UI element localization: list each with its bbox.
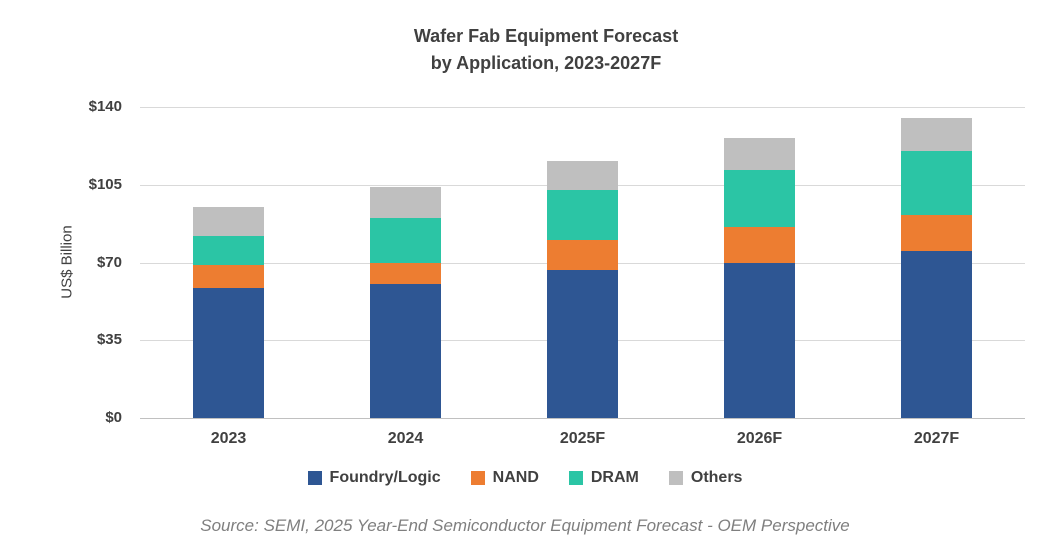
plot-area: [140, 107, 1025, 419]
legend-item-dram: DRAM: [568, 469, 639, 487]
bar-stack-2024: [370, 187, 441, 418]
chart-title: Wafer Fab Equipment Forecast by Applicat…: [67, 23, 1025, 77]
gridline: [140, 418, 1025, 419]
x-tick-label-2025f: 2025F: [559, 430, 606, 447]
x-axis-labels: 2023 2024 2025F 2026F 2027F: [0, 430, 1050, 452]
bar-segment-nand-2023: [193, 264, 264, 289]
x-tick-label-2026f: 2026F: [736, 430, 783, 447]
bar-segment-dram-2027f: [901, 151, 972, 215]
bar-stack-2023: [193, 206, 264, 418]
bar-segment-others-2026f: [724, 138, 795, 171]
bar-stack-2027f: [901, 118, 972, 418]
bar-segment-foundry-logic-2025f: [547, 270, 618, 418]
y-tick-label: $70: [96, 253, 122, 271]
chart-title-line1: Wafer Fab Equipment Forecast: [413, 26, 679, 46]
bar-segment-dram-2023: [193, 235, 264, 265]
bar-segment-foundry-logic-2024: [370, 283, 441, 418]
y-tick-label: $105: [88, 175, 122, 193]
gridline: [140, 107, 1025, 108]
legend-item-foundry-logic: Foundry/Logic: [307, 469, 441, 487]
legend-swatch-dram: [568, 471, 583, 485]
bar-segment-foundry-logic-2026f: [724, 262, 795, 418]
bar-stack-2025f: [547, 161, 618, 418]
x-tick-label-2023: 2023: [210, 430, 247, 447]
legend-label-others: Others: [690, 469, 743, 486]
bar-segment-dram-2025f: [547, 190, 618, 241]
legend-swatch-nand: [470, 471, 485, 485]
legend-swatch-others: [668, 471, 683, 485]
y-axis-ticks: $140 $105 $70 $35 $0: [0, 0, 122, 552]
legend-label-dram: DRAM: [590, 469, 639, 486]
bar-segment-dram-2024: [370, 218, 441, 263]
bar-segment-nand-2024: [370, 262, 441, 284]
legend: Foundry/Logic NAND DRAM Others: [0, 469, 1050, 487]
legend-label-nand: NAND: [492, 469, 539, 486]
legend-item-others: Others: [668, 469, 743, 487]
bar-stack-2026f: [724, 138, 795, 418]
bar-segment-others-2024: [370, 187, 441, 219]
bar-segment-foundry-logic-2023: [193, 288, 264, 418]
bar-segment-nand-2025f: [547, 240, 618, 271]
x-tick-label-2027f: 2027F: [913, 430, 960, 447]
bar-segment-nand-2027f: [901, 214, 972, 252]
y-tick-label: $140: [88, 98, 122, 115]
bar-segment-others-2023: [193, 206, 264, 236]
legend-item-nand: NAND: [470, 469, 539, 487]
bar-segment-foundry-logic-2027f: [901, 251, 972, 418]
legend-swatch-foundry-logic: [307, 471, 322, 485]
y-tick-label: $35: [96, 331, 122, 349]
chart-title-line2: by Application, 2023-2027F: [430, 53, 662, 73]
bar-segment-nand-2026f: [724, 226, 795, 263]
x-tick-label-2024: 2024: [387, 430, 424, 447]
bar-segment-others-2025f: [547, 161, 618, 191]
bar-segment-dram-2026f: [724, 170, 795, 227]
source-note: Source: SEMI, 2025 Year-End Semiconducto…: [200, 516, 850, 535]
bar-segment-others-2027f: [901, 118, 972, 152]
y-tick-label: $0: [105, 409, 122, 426]
legend-label-foundry-logic: Foundry/Logic: [329, 469, 441, 486]
